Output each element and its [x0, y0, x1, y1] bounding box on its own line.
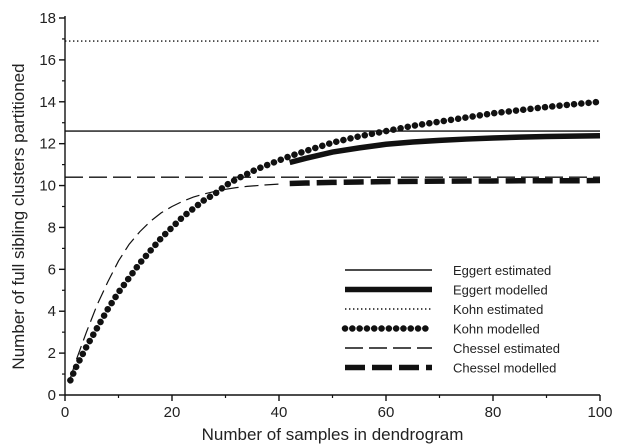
series-layer — [65, 40, 604, 384]
series-line-extra-0 — [69, 183, 280, 379]
x-tick-label: 100 — [587, 404, 612, 421]
y-tick-label: 0 — [48, 387, 56, 404]
x-axis-title: Number of samples in dendrogram — [202, 425, 464, 444]
series-line-eggert-modelled — [289, 132, 601, 166]
x-tick-label: 0 — [61, 404, 69, 421]
y-tick-label: 2 — [48, 345, 56, 362]
legend-label-kohn-modelled: Kohn modelled — [453, 322, 540, 337]
x-tick-label: 20 — [164, 404, 181, 421]
legend-label-eggert-modelled: Eggert modelled — [453, 283, 548, 298]
y-tick-label: 6 — [48, 261, 56, 278]
legend-label-chessel-modelled: Chessel modelled — [453, 361, 556, 376]
legend-label-chessel-estimated: Chessel estimated — [453, 341, 560, 356]
legend-label-kohn-estimated: Kohn estimated — [453, 302, 543, 317]
y-tick-label: 16 — [39, 52, 56, 69]
y-tick-label: 14 — [39, 94, 56, 111]
tick-labels: 0 20 40 60 80 100 0 2 4 6 8 10 12 14 16 18 — [39, 10, 612, 421]
series-line-kohn-modelled — [67, 98, 604, 384]
y-tick-label: 12 — [39, 136, 56, 153]
y-tick-label: 8 — [48, 219, 56, 236]
x-tick-label: 40 — [271, 404, 288, 421]
legend: Eggert estimated Eggert modelled Kohn esti… — [341, 263, 560, 376]
series-line-chessel-modelled — [289, 177, 601, 187]
y-axis-title: Number of full sibling clusters partitio… — [9, 63, 28, 369]
x-tick-label: 60 — [378, 404, 395, 421]
legend-label-eggert-estimated: Eggert estimated — [453, 263, 551, 278]
y-tick-label: 10 — [39, 178, 56, 195]
x-tick-label: 80 — [485, 404, 502, 421]
axes — [59, 16, 601, 401]
y-tick-label: 18 — [39, 10, 56, 27]
y-tick-label: 4 — [48, 303, 56, 320]
